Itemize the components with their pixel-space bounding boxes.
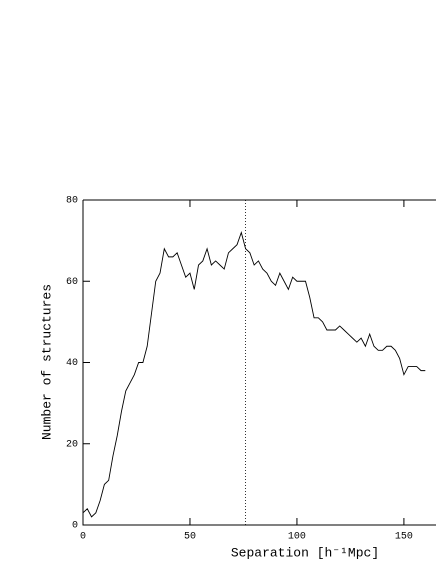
y-tick-label: 20 [66, 439, 78, 450]
data-line [82, 230, 426, 518]
x-tick-label: 100 [288, 532, 306, 543]
x-axis-label: Separation [h⁻¹Mpc] [231, 545, 379, 560]
y-tick-label: 40 [66, 358, 78, 369]
y-tick-label: 80 [66, 196, 78, 207]
y-tick-label: 0 [72, 521, 78, 532]
x-tick-label: 0 [80, 532, 86, 543]
x-tick-label: 50 [184, 532, 196, 543]
axes-frame [82, 199, 436, 526]
y-axis-label: Number of structures [39, 284, 54, 440]
y-tick-label: 60 [66, 277, 78, 288]
x-tick-label: 150 [395, 532, 413, 543]
